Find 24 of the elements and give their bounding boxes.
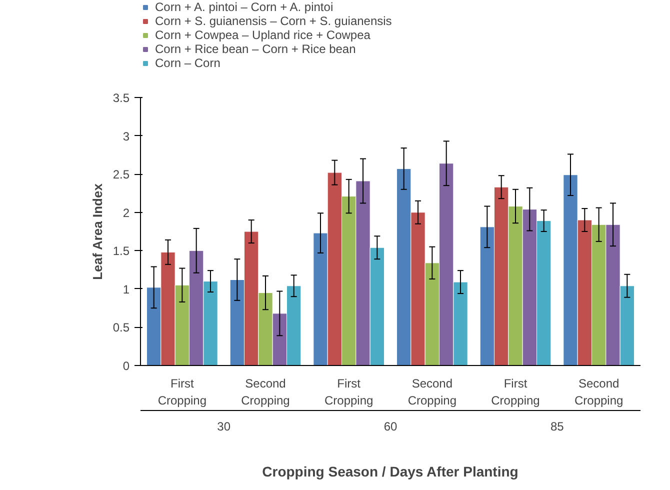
- y-tick-label: 1: [122, 282, 130, 296]
- x-tick-label: First Cropping: [491, 376, 540, 408]
- y-tick-label: 2: [122, 206, 130, 220]
- legend-label: Corn – Corn: [155, 56, 220, 70]
- legend-label: Corn + Cowpea – Upland rice + Cowpea: [155, 28, 370, 42]
- y-tick-label: 3: [122, 129, 130, 144]
- legend-label: Corn + A. pintoi – Corn + A. pintoi: [155, 0, 334, 14]
- x-tick-label: First Cropping: [324, 376, 374, 408]
- y-tick-label: 1.5: [112, 244, 130, 258]
- x-tick-label: Second Cropping: [408, 376, 457, 408]
- y-axis-title: Leaf Area Index: [90, 182, 105, 280]
- y-tick-label: 2.5: [112, 168, 130, 182]
- text: 85: [550, 420, 564, 434]
- legend-label: Corn + Rice bean – Corn + Rice bean: [155, 42, 356, 56]
- x-tick-label: Second Cropping: [574, 376, 624, 408]
- x-tick-label: First Cropping: [158, 376, 207, 408]
- y-tick-label: 0.5: [112, 320, 130, 335]
- x-axis-title: Cropping Season / Days After Planting: [262, 464, 518, 480]
- x-tick-label: Second Cropping: [241, 376, 290, 408]
- text: 30: [217, 420, 231, 434]
- y-tick-label: 3.5: [112, 91, 130, 105]
- y-tick-label: 0: [122, 359, 130, 373]
- text: 60: [384, 420, 398, 434]
- legend-label: Corn + S. guianensis – Corn + S. guianensis: [155, 14, 392, 28]
